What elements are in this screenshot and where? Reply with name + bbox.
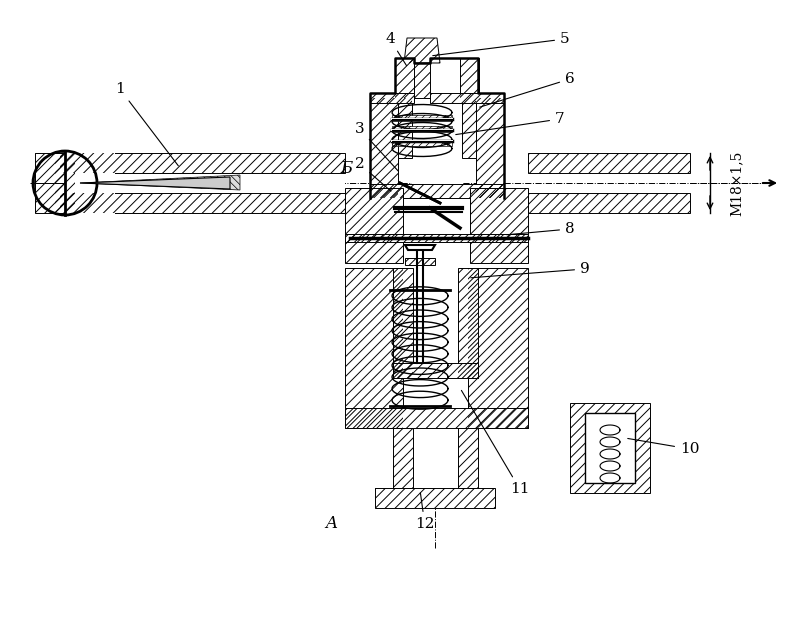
- Polygon shape: [395, 58, 414, 98]
- Polygon shape: [462, 98, 476, 158]
- Text: 10: 10: [628, 438, 699, 456]
- Polygon shape: [55, 153, 75, 213]
- Polygon shape: [405, 245, 435, 250]
- Polygon shape: [393, 428, 413, 488]
- Polygon shape: [528, 193, 690, 213]
- Text: 3: 3: [355, 122, 398, 171]
- Text: 5: 5: [433, 32, 570, 56]
- Polygon shape: [80, 177, 230, 189]
- Polygon shape: [345, 234, 528, 242]
- Polygon shape: [528, 153, 690, 173]
- Text: 12: 12: [415, 493, 434, 531]
- Polygon shape: [80, 175, 240, 190]
- Polygon shape: [476, 98, 504, 198]
- Polygon shape: [375, 488, 495, 508]
- Polygon shape: [60, 153, 345, 173]
- Polygon shape: [398, 98, 412, 158]
- Text: 8: 8: [506, 222, 574, 236]
- Text: 9: 9: [470, 262, 590, 278]
- Polygon shape: [65, 173, 345, 193]
- Polygon shape: [570, 403, 650, 493]
- Text: Б: Б: [340, 160, 352, 177]
- Polygon shape: [460, 58, 479, 98]
- Text: 6: 6: [480, 72, 574, 107]
- Polygon shape: [370, 98, 398, 198]
- Bar: [65, 151, 115, 215]
- Polygon shape: [393, 363, 478, 378]
- Polygon shape: [404, 38, 440, 63]
- Polygon shape: [392, 140, 452, 146]
- Polygon shape: [345, 188, 403, 263]
- Polygon shape: [35, 153, 65, 183]
- Polygon shape: [370, 184, 504, 198]
- Polygon shape: [393, 268, 413, 378]
- Text: 11: 11: [462, 391, 530, 496]
- Polygon shape: [413, 263, 458, 363]
- Circle shape: [35, 153, 95, 213]
- Polygon shape: [458, 428, 478, 488]
- Polygon shape: [412, 98, 462, 193]
- Text: 1: 1: [115, 82, 178, 166]
- Text: M18×1,5: M18×1,5: [730, 150, 744, 215]
- Text: 2: 2: [355, 157, 391, 191]
- Polygon shape: [468, 268, 528, 428]
- Polygon shape: [345, 408, 528, 428]
- Text: 4: 4: [385, 32, 406, 66]
- Polygon shape: [392, 126, 452, 132]
- Text: 7: 7: [456, 112, 565, 134]
- Polygon shape: [470, 188, 528, 263]
- Polygon shape: [370, 93, 414, 103]
- Polygon shape: [60, 193, 345, 213]
- Polygon shape: [35, 183, 65, 213]
- Polygon shape: [585, 413, 635, 483]
- Text: A: A: [325, 515, 337, 532]
- Polygon shape: [345, 268, 403, 428]
- Polygon shape: [414, 63, 430, 98]
- Polygon shape: [430, 93, 504, 103]
- Polygon shape: [392, 115, 452, 121]
- Polygon shape: [458, 268, 478, 378]
- Polygon shape: [405, 258, 435, 265]
